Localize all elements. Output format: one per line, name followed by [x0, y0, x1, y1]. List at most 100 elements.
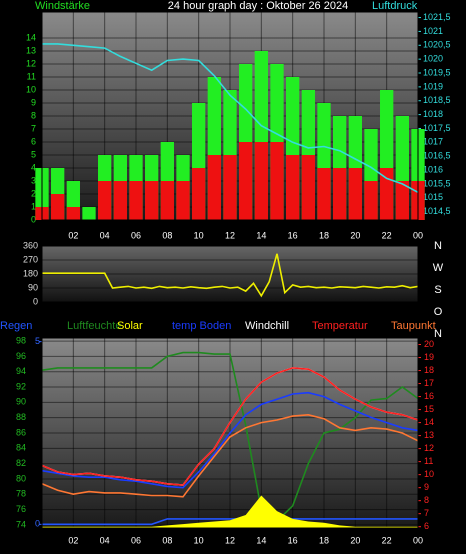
x-tick-label: 08: [162, 535, 172, 545]
legend-label: Taupunkt: [391, 320, 436, 332]
x-tick-label: 18: [319, 230, 329, 240]
x-tick-label: 12: [225, 535, 235, 545]
y2-tick-label: 1014,5: [423, 206, 451, 216]
y-tick-label: 82: [16, 458, 26, 468]
bar: [129, 181, 143, 220]
y2-tick-label: 10: [424, 469, 434, 479]
y2-tick-label: 1021: [423, 26, 443, 36]
x-tick-label: 22: [382, 535, 392, 545]
y2-tick-label: 1015: [423, 192, 443, 202]
y2-tick-label: 1017,5: [423, 123, 451, 133]
legend-label: Regen: [0, 320, 32, 332]
y2-tick-label: 14: [424, 417, 434, 427]
line: [41, 413, 419, 498]
y2-tick-label: 1021,5: [423, 12, 451, 22]
y2-tick-label: 13: [424, 430, 434, 440]
bar: [239, 142, 253, 220]
area: [42, 495, 418, 528]
x-tick-label: 04: [100, 535, 110, 545]
y-tick-label: 74: [16, 519, 26, 529]
y-tick-label: 0: [33, 296, 38, 306]
y-tick-label: 9: [31, 97, 36, 107]
bar: [176, 181, 190, 220]
line: [41, 367, 419, 486]
line: [42, 518, 418, 526]
legend-label: temp Boden: [172, 320, 231, 332]
x-tick-label: 20: [350, 535, 360, 545]
y2-tick-label: 1016,5: [423, 151, 451, 161]
y-tick-label: 86: [16, 427, 26, 437]
bar: [98, 181, 112, 220]
x-tick-label: 00: [413, 230, 423, 240]
legend-label: Windchill: [245, 320, 289, 332]
y-tick-label: 12: [26, 58, 36, 68]
bar: [395, 181, 409, 220]
y-tick-label: 13: [26, 45, 36, 55]
bar: [317, 168, 331, 220]
y-tick-label: 7: [31, 123, 36, 133]
bar: [270, 142, 284, 220]
x-tick-label: 12: [225, 230, 235, 240]
y2-tick-label: 1019: [423, 81, 443, 91]
line: [42, 43, 419, 194]
y-tick-label: 90: [16, 397, 26, 407]
x-tick-label: 16: [288, 230, 298, 240]
bar: [82, 207, 96, 220]
x-tick-label: 06: [131, 535, 141, 545]
y-tick-label: 76: [16, 504, 26, 514]
x-tick-label: 20: [350, 230, 360, 240]
x-tick-label: 06: [131, 230, 141, 240]
direction-label: N: [434, 240, 442, 252]
y2-tick-label: 12: [424, 443, 434, 453]
legend-label: Solar: [117, 320, 143, 332]
x-tick-label: 22: [382, 230, 392, 240]
y-tick-label: 3: [31, 175, 36, 185]
y-tick-label: 0: [31, 214, 36, 224]
bar: [333, 168, 347, 220]
y2-tick-label: 1017: [423, 137, 443, 147]
y2-tick-label: 1020,5: [423, 40, 451, 50]
y-tick-label: 90: [28, 282, 38, 292]
bar: [192, 168, 206, 220]
bar: [207, 155, 221, 220]
y-tick-label: 270: [23, 254, 38, 264]
y2-tick-label: 8: [424, 495, 429, 505]
direction-label: W: [433, 262, 444, 274]
bar: [254, 142, 268, 220]
y2-tick-label: 19: [424, 352, 434, 362]
y-tick-label: 10: [26, 84, 36, 94]
y2-tick-label: 1018: [423, 109, 443, 119]
x-tick-label: 10: [194, 535, 204, 545]
bar: [380, 168, 394, 220]
x-tick-label: 18: [319, 535, 329, 545]
line: [41, 351, 419, 523]
y2-tick-label: 15: [424, 404, 434, 414]
y-axis-title: Windstärke: [35, 0, 90, 12]
y-tick-label: 5: [31, 149, 36, 159]
bar: [301, 155, 315, 220]
bar: [113, 181, 127, 220]
bar: [223, 155, 237, 220]
y-tick-label: 96: [16, 351, 26, 361]
line: [42, 253, 419, 298]
plot-frame: [41, 245, 419, 303]
direction-label: S: [434, 284, 441, 296]
line: [41, 391, 419, 489]
y-tick-label: 88: [16, 412, 26, 422]
bar: [348, 168, 362, 220]
bar: [364, 181, 378, 220]
plot-frame: [41, 337, 419, 529]
chart-title: 24 hour graph day : Oktober 26 2024: [168, 0, 348, 12]
x-tick-label: 16: [288, 535, 298, 545]
y-tick-label: 4: [31, 162, 36, 172]
y2-tick-label: 6: [424, 521, 429, 531]
x-tick-label: 00: [413, 535, 423, 545]
y2-axis-title: Luftdruck: [372, 0, 418, 12]
x-tick-label: 08: [162, 230, 172, 240]
direction-label: O: [434, 306, 443, 318]
bar: [66, 207, 80, 220]
y2-tick-label: 1020: [423, 54, 443, 64]
y-tick-label: 92: [16, 381, 26, 391]
